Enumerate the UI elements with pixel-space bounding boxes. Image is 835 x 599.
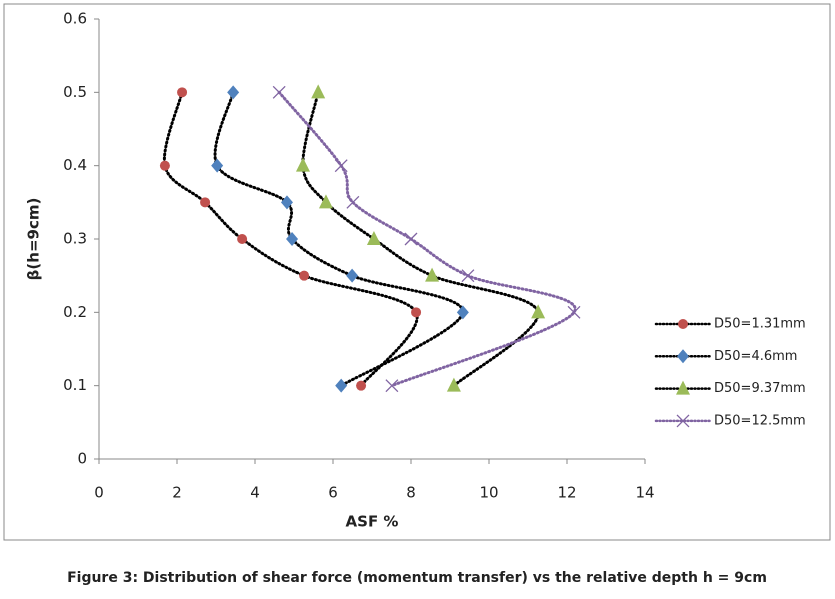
y-tick-label: 0.1: [63, 376, 87, 394]
x-tick-label: 12: [557, 484, 576, 502]
marker: [385, 379, 399, 393]
legend-label: D50=9.37mm: [714, 381, 806, 396]
x-tick-label: 2: [172, 484, 182, 502]
marker: [411, 307, 422, 318]
y-tick-label: 0.2: [63, 303, 87, 321]
marker: [346, 195, 360, 209]
chart-border: [3, 3, 831, 541]
legend-label: D50=1.31mm: [714, 317, 806, 332]
x-tick-label: 8: [406, 484, 416, 502]
marker: [425, 267, 440, 282]
legend-marker: [676, 414, 690, 428]
marker: [531, 304, 546, 319]
marker: [404, 232, 418, 246]
marker: [346, 268, 359, 283]
y-tick-label: 0.4: [63, 156, 87, 174]
marker: [227, 85, 240, 100]
marker: [177, 87, 188, 98]
x-tick-label: 4: [250, 484, 260, 502]
marker: [356, 380, 367, 391]
legend-marker: [678, 319, 688, 329]
marker: [295, 157, 310, 172]
y-tick-label: 0.3: [63, 230, 87, 248]
y-tick-label: 0.5: [63, 83, 87, 101]
legend-label: D50=12.5mm: [714, 413, 806, 428]
marker: [272, 85, 286, 99]
marker: [318, 194, 333, 209]
marker: [286, 232, 299, 246]
x-axis-title: ASF %: [346, 513, 399, 531]
legend-marker: [676, 380, 690, 395]
marker: [456, 305, 469, 320]
x-tick-label: 10: [479, 484, 498, 502]
marker: [461, 269, 475, 283]
legend-marker: [677, 349, 689, 364]
x-tick-label: 0: [94, 484, 104, 502]
x-tick-label: 6: [328, 484, 338, 502]
marker: [211, 158, 224, 173]
y-tick-label: 0.6: [63, 10, 87, 28]
y-axis-title: β(h=9cm): [25, 198, 43, 281]
caption: Figure 3: Distribution of shear force (m…: [67, 570, 767, 586]
y-tick-label: 0: [77, 450, 87, 468]
marker: [200, 197, 211, 208]
marker: [311, 84, 326, 99]
marker: [159, 160, 170, 171]
marker: [335, 378, 348, 393]
marker: [366, 231, 381, 245]
x-tick-label: 14: [635, 484, 654, 502]
marker: [299, 270, 310, 281]
marker: [334, 159, 348, 173]
marker: [237, 234, 248, 244]
marker: [446, 377, 461, 392]
marker: [567, 305, 581, 319]
marker: [280, 195, 293, 210]
legend-label: D50=4.6mm: [714, 349, 797, 364]
